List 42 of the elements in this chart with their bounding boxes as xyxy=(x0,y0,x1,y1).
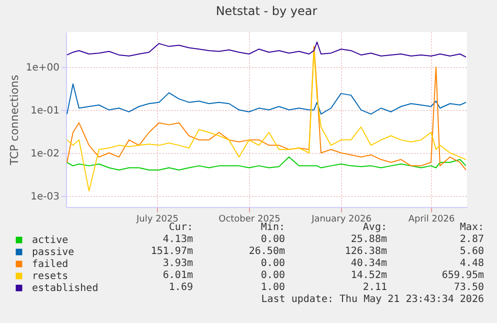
y-tick-label: 1e-02 xyxy=(30,148,60,160)
legend-label: resets xyxy=(32,271,68,282)
text: 73.50 xyxy=(454,282,484,294)
legend-label: failed xyxy=(32,259,68,270)
text: 6.01m xyxy=(162,270,193,282)
legend-label: passive xyxy=(32,247,74,258)
text: 659.95m xyxy=(442,270,484,282)
text: 4.13m xyxy=(162,234,193,246)
text: 25.88m xyxy=(350,234,387,246)
text: 0.00 xyxy=(260,270,285,282)
text: 2.87 xyxy=(460,234,484,246)
y-tick-label: 1e-03 xyxy=(30,191,60,202)
line-series xyxy=(66,42,466,58)
text: 1.00 xyxy=(260,282,285,294)
line-series xyxy=(66,156,466,170)
x-tick-label: April 2026 xyxy=(408,214,455,224)
text: Last update: Thu May 21 23:43:34 2026 xyxy=(261,294,484,306)
text: 0.00 xyxy=(260,234,285,246)
chart-title: Netstat - by year xyxy=(216,4,318,18)
y-axis-title: TCP connections xyxy=(8,74,21,166)
text: 14.52m xyxy=(350,270,387,282)
text: 3.93m xyxy=(162,258,193,270)
text: 5.60 xyxy=(460,246,484,258)
line-series xyxy=(66,84,466,115)
text: 2.11 xyxy=(362,282,387,294)
line-series xyxy=(66,49,466,192)
text: Avg: xyxy=(362,222,387,234)
text: 40.34m xyxy=(350,258,387,270)
text: Max: xyxy=(460,222,484,234)
line-series xyxy=(66,46,466,170)
text: 26.50m xyxy=(248,246,285,258)
text: 151.97m xyxy=(150,246,193,258)
y-tick-label: 1e-01 xyxy=(30,105,60,116)
text: 0.00 xyxy=(260,258,285,270)
legend-label: active xyxy=(32,235,68,246)
text: Cur: xyxy=(168,222,193,234)
text: Min: xyxy=(260,222,285,234)
text: 4.48 xyxy=(460,258,484,270)
legend-label: established xyxy=(32,283,98,294)
text: 126.38m xyxy=(344,246,387,258)
y-tick-label: 1e+00 xyxy=(26,62,60,74)
text: 1.69 xyxy=(168,282,193,294)
